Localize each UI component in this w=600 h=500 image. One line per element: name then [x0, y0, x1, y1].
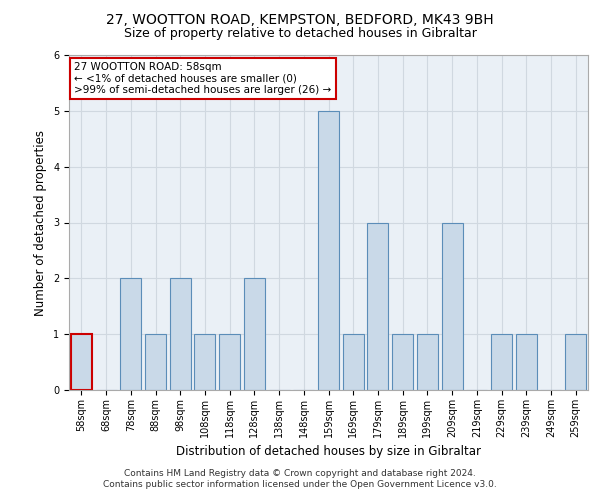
Bar: [565, 334, 586, 390]
Bar: [343, 334, 364, 390]
Text: 27, WOOTTON ROAD, KEMPSTON, BEDFORD, MK43 9BH: 27, WOOTTON ROAD, KEMPSTON, BEDFORD, MK4…: [106, 12, 494, 26]
Bar: [244, 278, 265, 390]
Text: Contains public sector information licensed under the Open Government Licence v3: Contains public sector information licen…: [103, 480, 497, 489]
Bar: [194, 334, 215, 390]
Text: 27 WOOTTON ROAD: 58sqm
← <1% of detached houses are smaller (0)
>99% of semi-det: 27 WOOTTON ROAD: 58sqm ← <1% of detached…: [74, 62, 331, 95]
Bar: [367, 222, 388, 390]
Bar: [516, 334, 537, 390]
Bar: [170, 278, 191, 390]
Y-axis label: Number of detached properties: Number of detached properties: [34, 130, 47, 316]
Bar: [145, 334, 166, 390]
Bar: [392, 334, 413, 390]
Text: Size of property relative to detached houses in Gibraltar: Size of property relative to detached ho…: [124, 28, 476, 40]
Bar: [491, 334, 512, 390]
X-axis label: Distribution of detached houses by size in Gibraltar: Distribution of detached houses by size …: [176, 446, 481, 458]
Bar: [219, 334, 240, 390]
Bar: [442, 222, 463, 390]
Bar: [71, 334, 92, 390]
Text: Contains HM Land Registry data © Crown copyright and database right 2024.: Contains HM Land Registry data © Crown c…: [124, 468, 476, 477]
Bar: [417, 334, 438, 390]
Bar: [318, 111, 339, 390]
Bar: [120, 278, 141, 390]
